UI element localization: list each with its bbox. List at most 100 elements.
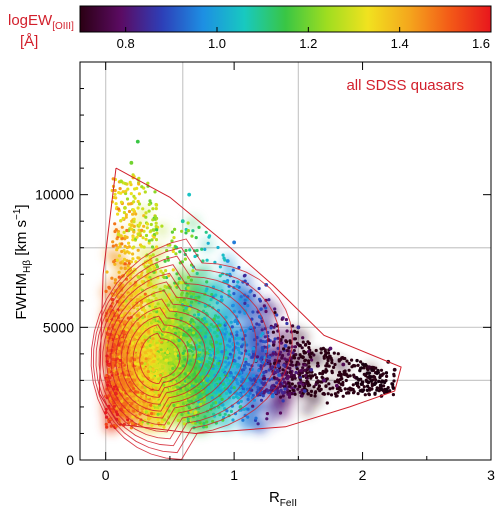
scatter-point	[216, 245, 220, 250]
scatter-point	[262, 374, 266, 378]
scatter-point	[137, 396, 141, 400]
scatter-point	[152, 359, 156, 363]
scatter-point	[136, 362, 140, 366]
scatter-point	[191, 319, 195, 323]
scatter-point	[179, 325, 183, 329]
scatter-point	[385, 374, 389, 378]
scatter-point	[107, 349, 111, 353]
scatter-point	[260, 356, 264, 360]
scatter-point	[161, 271, 165, 275]
scatter-point	[204, 230, 208, 234]
scatter-point	[132, 337, 137, 341]
scatter-point	[287, 381, 291, 385]
scatter-point	[163, 259, 167, 263]
scatter-point	[339, 357, 343, 361]
scatter-point	[154, 224, 158, 229]
scatter-point	[324, 384, 328, 388]
scatter-point	[106, 380, 110, 384]
scatter-point	[360, 382, 364, 386]
scatter-point	[158, 373, 162, 377]
scatter-point	[243, 357, 247, 361]
scatter-point	[183, 349, 187, 353]
scatter-point	[355, 358, 359, 363]
scatter-point	[259, 334, 263, 338]
scatter-point	[278, 382, 282, 386]
scatter-point	[210, 293, 214, 297]
scatter-point	[164, 269, 168, 273]
scatter-point	[135, 289, 139, 293]
scatter-point	[123, 262, 127, 266]
scatter-point	[218, 265, 222, 269]
scatter-point	[130, 392, 134, 397]
scatter-point	[195, 271, 199, 276]
scatter-point	[137, 192, 141, 196]
scatter-point	[113, 278, 117, 282]
contour-line	[120, 307, 206, 405]
scatter-point	[262, 304, 266, 308]
scatter-point	[167, 409, 171, 413]
scatter-point	[181, 364, 186, 368]
scatter-point	[132, 220, 136, 224]
scatter-point	[144, 215, 148, 219]
scatter-point	[224, 345, 228, 350]
scatter-point	[376, 368, 380, 373]
scatter-point	[135, 186, 139, 190]
scatter-point	[278, 384, 282, 388]
scatter-point	[123, 182, 128, 186]
scatter-point	[174, 308, 178, 312]
scatter-point	[223, 412, 227, 416]
scatter-point	[215, 334, 219, 338]
scatter-point	[142, 245, 146, 249]
scatter-point	[137, 176, 141, 180]
scatter-point	[172, 305, 176, 309]
scatter-point	[204, 376, 209, 380]
colorbar-unit: [Å]	[20, 33, 38, 50]
scatter-point	[216, 315, 220, 319]
scatter-point	[161, 360, 165, 364]
scatter-point	[205, 390, 209, 394]
scatter-point	[230, 374, 234, 378]
scatter-point	[236, 322, 240, 326]
colorbar-tick-label: 0.8	[117, 36, 135, 51]
scatter-point	[173, 336, 177, 340]
scatter-point	[180, 291, 184, 295]
scatter-point	[155, 360, 159, 364]
scatter-point	[237, 265, 241, 270]
scatter-point	[155, 383, 159, 387]
scatter-point	[116, 400, 120, 404]
scatter-point	[124, 299, 128, 303]
scatter-point	[338, 370, 342, 374]
scatter-point	[156, 412, 160, 416]
scatter-point	[137, 371, 141, 375]
scatter-point	[204, 363, 208, 367]
colorbar-gradient	[79, 5, 492, 33]
scatter-point	[146, 363, 150, 367]
scatter-point	[108, 308, 113, 312]
scatter-point	[247, 349, 251, 353]
scatter-point	[131, 375, 135, 379]
scatter-point	[110, 381, 114, 385]
scatter-point	[310, 351, 314, 355]
scatter-point	[132, 200, 136, 204]
scatter-point	[244, 329, 248, 333]
scatter-point	[121, 216, 125, 221]
scatter-point	[174, 313, 178, 317]
scatter-point	[154, 221, 158, 225]
scatter-point	[313, 394, 317, 398]
scatter-point	[127, 209, 132, 214]
scatter-point	[214, 293, 218, 297]
scatter-point	[374, 366, 378, 370]
contour-line	[90, 238, 293, 460]
scatter-point	[377, 379, 381, 384]
scatter-point	[288, 370, 292, 374]
scatter-point	[120, 399, 124, 403]
scatter-point	[134, 348, 138, 352]
scatter-point	[176, 385, 180, 389]
scatter-point	[284, 362, 288, 366]
scatter-point	[206, 365, 211, 370]
scatter-point	[373, 391, 377, 395]
scatter-point	[124, 215, 128, 219]
scatter-point	[238, 297, 242, 301]
scatter-point	[319, 347, 323, 351]
scatter-point	[259, 339, 263, 343]
